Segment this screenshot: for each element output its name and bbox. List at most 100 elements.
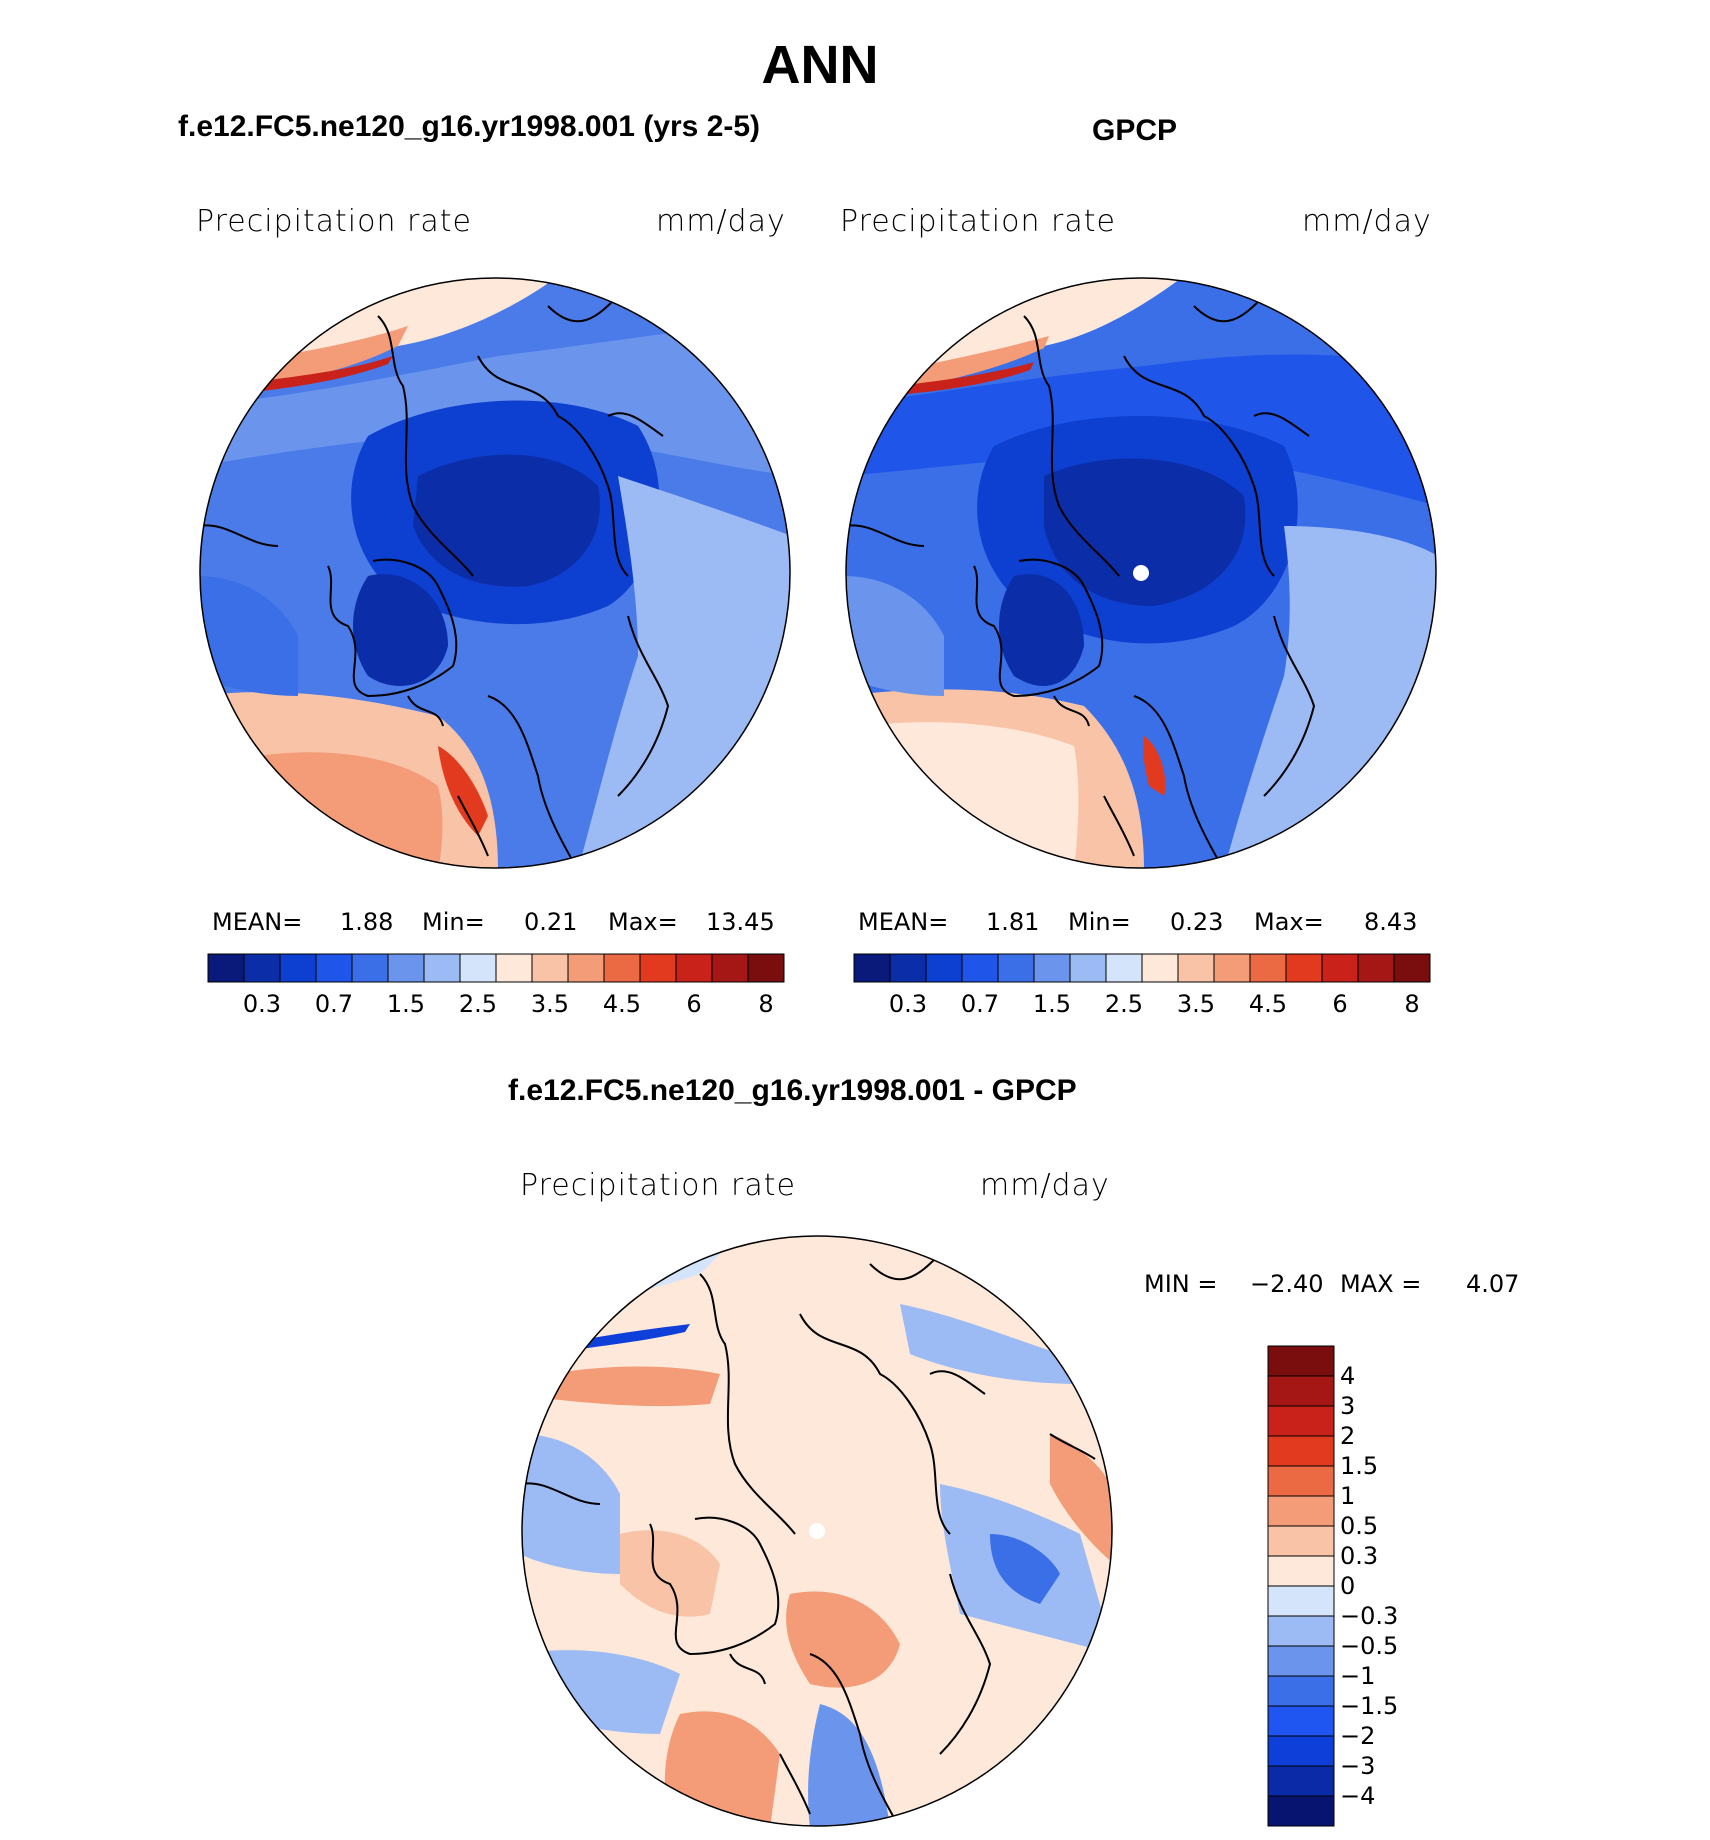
diff-colorbar-swatch	[1267, 1465, 1335, 1497]
right-max-value: 8.43	[1364, 908, 1418, 936]
left-colorbar-tick-label: 8	[758, 990, 774, 1018]
right-colorbar-swatch	[997, 953, 1035, 983]
diff-colorbar-tick-label: −1	[1340, 1662, 1376, 1690]
right-colorbar-swatch	[1321, 953, 1359, 983]
left-units-label: mm/day	[656, 204, 786, 239]
left-max-label: Max=	[608, 908, 678, 936]
diff-colorbar-swatch	[1267, 1555, 1335, 1587]
diff-colorbar-tick-label: −2	[1340, 1722, 1376, 1750]
diff-colorbar-tick-label: −0.3	[1340, 1602, 1399, 1630]
diff-units-label: mm/day	[980, 1168, 1110, 1203]
diff-colorbar-swatch	[1267, 1675, 1335, 1707]
right-colorbar-tick-label: 0.7	[960, 990, 1000, 1018]
left-colorbar-tick-label: 4.5	[602, 990, 642, 1018]
diff-colorbar	[1267, 1345, 1335, 1827]
diff-colorbar-swatch	[1267, 1585, 1335, 1617]
left-colorbar-swatch	[567, 953, 605, 983]
left-colorbar-swatch	[459, 953, 497, 983]
left-colorbar-swatch	[243, 953, 281, 983]
right-colorbar-swatch	[1069, 953, 1107, 983]
right-colorbar-swatch	[1393, 953, 1431, 983]
right-colorbar-ticks: 0.3 0.7 1.5 2.5 3.5 4.5 6 8	[854, 990, 1430, 1020]
right-colorbar-swatch	[1357, 953, 1395, 983]
left-colorbar-swatch	[603, 953, 641, 983]
right-colorbar-swatch	[889, 953, 927, 983]
right-colorbar-tick-label: 3.5	[1176, 990, 1216, 1018]
left-colorbar-tick-label: 6	[686, 990, 702, 1018]
left-colorbar-swatch	[315, 953, 353, 983]
right-colorbar-swatch	[1249, 953, 1287, 983]
diff-max-value: 4.07	[1466, 1270, 1520, 1298]
right-colorbar-swatch	[925, 953, 963, 983]
right-units-label: mm/day	[1302, 204, 1432, 239]
left-colorbar-swatch	[207, 953, 245, 983]
diff-colorbar-tick-label: 0.3	[1340, 1542, 1379, 1570]
right-variable-label: Precipitation rate	[840, 204, 1116, 239]
left-colorbar-tick-label: 0.3	[242, 990, 282, 1018]
left-min-value: 0.21	[524, 908, 578, 936]
right-colorbar-tick-label: 4.5	[1248, 990, 1288, 1018]
diff-colorbar-swatch	[1267, 1525, 1335, 1557]
left-colorbar-tick-label: 1.5	[386, 990, 426, 1018]
right-colorbar-swatch	[1105, 953, 1143, 983]
right-mean-label: MEAN=	[858, 908, 949, 936]
left-colorbar-swatch	[495, 953, 533, 983]
diff-colorbar-tick-label: −1.5	[1340, 1692, 1399, 1720]
diff-polar-map	[521, 1235, 1113, 1827]
right-mean-value: 1.81	[986, 908, 1040, 936]
right-max-label: Max=	[1254, 908, 1324, 936]
diff-colorbar-ticks: 4 3 2 1.5 1 0.5 0.3 0 −0.3 −0.5 −1 −1.5 −2 −3 −4	[1340, 1346, 1460, 1826]
right-colorbar-swatch	[1177, 953, 1215, 983]
diff-colorbar-tick-label: 1.5	[1340, 1452, 1379, 1480]
left-colorbar	[207, 953, 785, 983]
diff-colorbar-swatch	[1267, 1345, 1335, 1377]
diff-colorbar-swatch	[1267, 1495, 1335, 1527]
left-colorbar-swatch	[351, 953, 389, 983]
diff-colorbar-tick-label: 1	[1340, 1482, 1356, 1510]
left-variable-label: Precipitation rate	[196, 204, 472, 239]
left-colorbar-swatch	[747, 953, 785, 983]
left-colorbar-swatch	[423, 953, 461, 983]
left-mean-label: MEAN=	[212, 908, 303, 936]
right-colorbar-tick-label: 0.3	[888, 990, 928, 1018]
right-colorbar-swatch	[1285, 953, 1323, 983]
right-colorbar-swatch	[961, 953, 999, 983]
right-colorbar-tick-label: 2.5	[1104, 990, 1144, 1018]
right-colorbar-swatch	[853, 953, 891, 983]
diff-colorbar-swatch	[1267, 1645, 1335, 1677]
diff-colorbar-tick-label: 0	[1340, 1572, 1356, 1600]
page-title: ANN	[761, 35, 879, 95]
diff-colorbar-tick-label: −0.5	[1340, 1632, 1399, 1660]
diff-colorbar-tick-label: 4	[1340, 1362, 1356, 1390]
left-panel-title: f.e12.FC5.ne120_g16.yr1998.001 (yrs 2-5)	[178, 110, 761, 143]
right-colorbar	[853, 953, 1431, 983]
diff-colorbar-swatch	[1267, 1375, 1335, 1407]
right-panel-title: GPCP	[1092, 114, 1178, 147]
left-colorbar-tick-label: 0.7	[314, 990, 354, 1018]
left-mean-value: 1.88	[340, 908, 394, 936]
left-colorbar-tick-label: 2.5	[458, 990, 498, 1018]
right-colorbar-swatch	[1213, 953, 1251, 983]
diff-colorbar-swatch	[1267, 1795, 1335, 1827]
right-polar-map	[845, 277, 1437, 869]
diff-panel-title: f.e12.FC5.ne120_g16.yr1998.001 - GPCP	[508, 1074, 1077, 1107]
left-colorbar-ticks: 0.3 0.7 1.5 2.5 3.5 4.5 6 8	[208, 990, 784, 1020]
diff-colorbar-tick-label: 2	[1340, 1422, 1356, 1450]
diff-colorbar-tick-label: 3	[1340, 1392, 1356, 1420]
diff-min-value: −2.40	[1250, 1270, 1324, 1298]
diff-colorbar-swatch	[1267, 1615, 1335, 1647]
left-min-label: Min=	[422, 908, 485, 936]
left-polar-map	[199, 277, 791, 869]
left-colorbar-swatch	[639, 953, 677, 983]
right-colorbar-tick-label: 8	[1404, 990, 1420, 1018]
left-colorbar-swatch	[675, 953, 713, 983]
diff-colorbar-swatch	[1267, 1735, 1335, 1767]
diff-min-label: MIN =	[1144, 1270, 1218, 1298]
right-colorbar-tick-label: 1.5	[1032, 990, 1072, 1018]
left-colorbar-tick-label: 3.5	[530, 990, 570, 1018]
left-colorbar-swatch	[711, 953, 749, 983]
diff-colorbar-swatch	[1267, 1765, 1335, 1797]
diff-colorbar-tick-label: −4	[1340, 1782, 1376, 1810]
right-colorbar-swatch	[1033, 953, 1071, 983]
diff-colorbar-swatch	[1267, 1405, 1335, 1437]
